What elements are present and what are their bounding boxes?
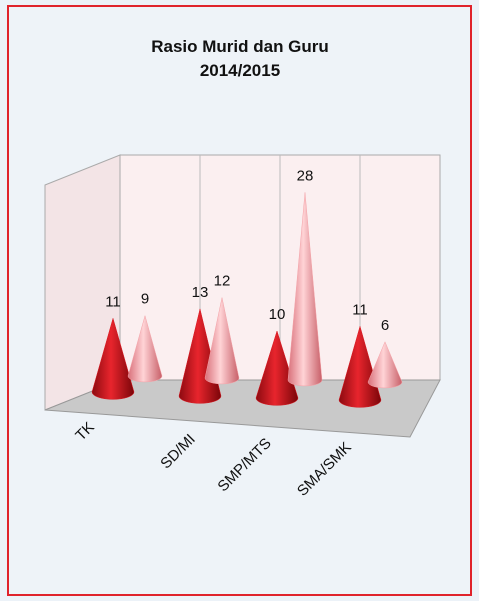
- cone: [287, 192, 323, 387]
- cone: [127, 314, 163, 383]
- data-label: 9: [141, 291, 149, 308]
- cone: [204, 297, 240, 385]
- chart-title: 2014/2015: [200, 61, 280, 80]
- chart-title: Rasio Murid dan Guru: [151, 37, 329, 56]
- cone: [255, 330, 299, 406]
- data-label: 11: [352, 301, 368, 318]
- data-label: 6: [381, 317, 389, 334]
- data-label: 13: [192, 284, 209, 301]
- data-label: 12: [214, 273, 231, 290]
- data-label: 11: [105, 293, 121, 310]
- cone: [338, 325, 382, 408]
- data-label: 28: [297, 167, 314, 184]
- data-label: 10: [269, 306, 286, 323]
- cone: [367, 341, 403, 389]
- cone: [91, 317, 135, 400]
